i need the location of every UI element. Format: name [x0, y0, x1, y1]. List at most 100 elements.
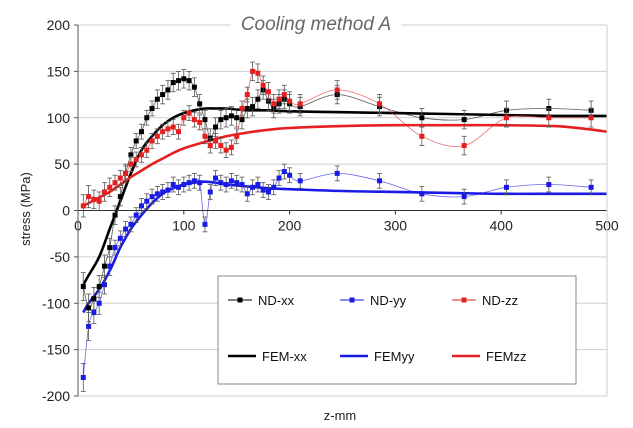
data-point-nd-zz — [112, 180, 118, 186]
data-point-nd-zz — [546, 115, 552, 121]
data-point-nd-yy — [265, 189, 271, 195]
data-point-nd-yy — [213, 175, 219, 181]
data-point-nd-yy — [287, 172, 293, 178]
data-point-nd-yy — [138, 203, 144, 209]
data-point-nd-yy — [170, 182, 176, 188]
legend-label-nd-yy: ND-yy — [370, 293, 407, 308]
data-point-nd-zz — [223, 147, 229, 153]
data-point-nd-zz — [334, 87, 340, 93]
data-point-nd-yy — [154, 191, 160, 197]
data-point-nd-zz — [255, 70, 261, 76]
data-point-nd-xx — [101, 263, 107, 269]
data-point-nd-yy — [419, 191, 425, 197]
data-point-nd-xx — [181, 76, 187, 82]
data-point-nd-yy — [588, 184, 594, 190]
data-point-nd-yy — [223, 182, 229, 188]
legend-label-femzz: FEMzz — [486, 349, 526, 364]
data-point-nd-yy — [133, 212, 139, 218]
data-point-nd-yy — [234, 180, 240, 186]
x-axis-label: z-mm — [324, 408, 357, 423]
data-point-nd-zz — [271, 101, 277, 107]
data-point-nd-zz — [228, 144, 234, 150]
data-point-nd-zz — [202, 133, 208, 139]
data-point-nd-xx — [239, 117, 245, 123]
data-point-nd-xx — [250, 104, 256, 110]
data-point-nd-yy — [218, 180, 224, 186]
title-group: Cooling method A — [230, 8, 402, 38]
data-point-nd-yy — [86, 323, 92, 329]
data-point-nd-zz — [250, 68, 256, 74]
data-point-nd-xx — [255, 96, 261, 102]
series-nd-zz — [80, 61, 594, 218]
data-point-nd-xx — [138, 129, 144, 135]
data-point-nd-yy — [276, 175, 282, 181]
data-point-nd-xx — [107, 245, 113, 251]
data-point-nd-zz — [239, 105, 245, 111]
data-point-nd-xx — [186, 78, 192, 84]
data-point-nd-yy — [197, 180, 203, 186]
data-point-nd-zz — [154, 133, 160, 139]
data-point-nd-yy — [117, 235, 123, 241]
legend-label-nd-xx: ND-xx — [258, 293, 295, 308]
data-point-nd-zz — [133, 156, 139, 162]
data-point-nd-xx — [419, 115, 425, 121]
data-point-nd-zz — [170, 124, 176, 130]
data-point-nd-xx — [461, 117, 467, 123]
data-point-nd-zz — [503, 115, 509, 121]
x-tick-label: 200 — [278, 218, 302, 234]
data-point-nd-yy — [334, 170, 340, 176]
data-point-nd-yy — [260, 187, 266, 193]
y-tick-label: 50 — [54, 156, 70, 172]
data-point-nd-zz — [181, 115, 187, 121]
data-point-nd-yy — [503, 184, 509, 190]
data-point-nd-yy — [255, 182, 261, 188]
data-point-nd-zz — [276, 96, 282, 102]
data-point-nd-xx — [244, 105, 250, 111]
data-point-nd-zz — [287, 98, 293, 104]
data-point-nd-xx — [228, 113, 234, 119]
data-point-nd-zz — [297, 101, 303, 107]
data-point-nd-zz — [197, 119, 203, 125]
data-point-nd-xx — [80, 284, 86, 290]
data-point-nd-zz — [165, 126, 171, 132]
x-tick-label: 100 — [172, 218, 196, 234]
data-point-nd-xx — [154, 96, 160, 102]
data-point-nd-yy — [165, 187, 171, 193]
data-point-nd-yy — [181, 182, 187, 188]
data-point-nd-yy — [80, 374, 86, 380]
data-point-nd-zz — [213, 138, 219, 144]
data-point-nd-xx — [170, 80, 176, 86]
data-point-nd-yy — [107, 263, 113, 269]
data-point-nd-zz — [117, 175, 123, 181]
data-point-nd-zz — [207, 143, 213, 149]
y-tick-label: 200 — [47, 17, 71, 33]
data-point-nd-zz — [244, 92, 250, 98]
data-point-nd-zz — [101, 189, 107, 195]
data-point-nd-zz — [149, 138, 155, 144]
data-point-nd-xx — [234, 115, 240, 121]
data-point-nd-yy — [160, 189, 166, 195]
x-tick-label: 300 — [384, 218, 408, 234]
data-point-nd-xx — [218, 117, 224, 123]
data-point-nd-yy — [101, 282, 107, 288]
y-tick-label: -100 — [42, 295, 70, 311]
data-point-nd-yy — [202, 221, 208, 227]
legend-label-fem-xx: FEM-xx — [262, 349, 307, 364]
data-point-nd-xx — [91, 296, 97, 302]
y-tick-label: -150 — [42, 342, 70, 358]
data-point-nd-zz — [186, 110, 192, 116]
legend-label-nd-zz: ND-zz — [482, 293, 518, 308]
y-axis-label: stress (MPa) — [18, 172, 33, 246]
y-tick-label: -50 — [50, 249, 70, 265]
data-point-nd-zz — [419, 133, 425, 139]
data-point-nd-yy — [271, 184, 277, 190]
y-tick-label: -200 — [42, 388, 70, 404]
data-point-nd-yy — [144, 198, 150, 204]
data-point-nd-zz — [176, 129, 182, 135]
data-point-nd-yy — [186, 180, 192, 186]
data-point-nd-zz — [191, 117, 197, 123]
data-point-nd-xx — [202, 117, 208, 123]
data-point-nd-zz — [128, 161, 134, 167]
chart-title: Cooling method A — [241, 14, 391, 35]
